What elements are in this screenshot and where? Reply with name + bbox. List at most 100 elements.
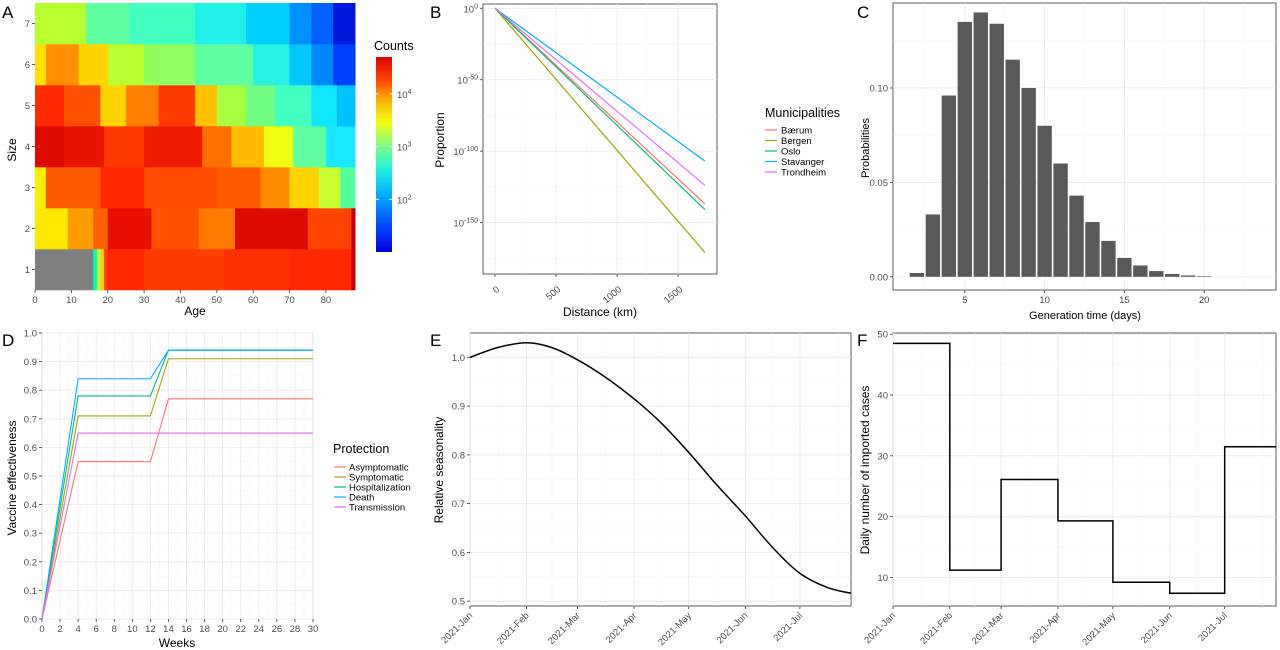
bar [1197, 276, 1212, 277]
panel-d-ylabel: Vaccine effectiveness [5, 421, 19, 536]
x-tick-label: 10 [66, 295, 77, 306]
heatmap-cell [311, 85, 338, 127]
bar [1005, 59, 1020, 277]
panel-e-line-chart: 2021-Jan 2021-Feb 2021-Mar 2021-Apr 2021-May… [432, 332, 852, 648]
series-line-trondheim [494, 7, 706, 186]
panel-a-xlabel: Age [184, 304, 206, 318]
heatmap-cell [100, 85, 127, 127]
heatmap-cell [93, 208, 109, 250]
y-tick-label: 3 [25, 183, 30, 194]
heatmap-cell [104, 249, 109, 291]
panel-a-legend-title: Counts [374, 39, 414, 53]
y-tick-label: 0.5 [452, 597, 465, 608]
heatmap-cell [198, 208, 236, 250]
bar [1101, 240, 1116, 277]
series-line-bergen [494, 7, 706, 253]
heatmap-cell [64, 126, 105, 168]
heatmap-cell [96, 249, 101, 291]
panel-e-plot-area [469, 332, 852, 607]
legend-label: Transmission [349, 503, 405, 514]
x-tick-label: 10 [127, 624, 138, 635]
x-tick-label: 5 [962, 295, 967, 306]
y-tick-label: 0.6 [24, 443, 37, 454]
y-tick-label: 6 [25, 60, 30, 71]
heatmap-cell [129, 3, 196, 45]
bar [1069, 195, 1084, 277]
heatmap-cell [45, 44, 80, 86]
y-tick-label: 0.2 [24, 557, 37, 568]
panel-letter-d: D [2, 331, 14, 350]
heatmap-cell [216, 85, 247, 127]
legend-label: Bergen [781, 136, 812, 147]
series-line-symptomatic [41, 358, 313, 620]
heatmap-cell [195, 3, 247, 45]
series-line-stavanger [494, 7, 706, 162]
panel-f-ylabel: Daily number of imported cases [858, 386, 872, 555]
x-tick-label: 12 [145, 624, 156, 635]
bar [1149, 271, 1164, 277]
legend-label: Hospitalization [349, 483, 411, 494]
y-tick-label: 50 [877, 330, 888, 341]
y-tick-label: 0.1 [24, 586, 37, 597]
heatmap-cell [195, 85, 218, 127]
x-tick-label: 20 [102, 295, 113, 306]
series-line-transmission [41, 432, 313, 620]
bar [973, 12, 988, 277]
bar [1021, 87, 1036, 277]
x-tick-label: 18 [199, 624, 210, 635]
panel-b-plot-area [482, 3, 718, 275]
bar [1165, 273, 1180, 277]
colorbar [376, 57, 392, 252]
heatmap-cell [351, 249, 356, 291]
panel-f-plot-area [892, 332, 1277, 607]
heatmap-cell [336, 85, 356, 127]
y-tick-label: 1.0 [452, 353, 465, 364]
y-tick-label: 2 [25, 224, 30, 235]
legend-label: Death [349, 493, 374, 504]
panel-d-line-chart: 0 2 4 6 8 10 12 14 16 18 20 22 24 26 28 300.00.10.20.30… [5, 329, 411, 650]
heatmap-cell [202, 126, 232, 168]
heatmap-cell [78, 44, 109, 86]
legend-label: Asymptomatic [349, 463, 409, 474]
y-tick-label: 0.6 [452, 548, 465, 559]
heatmap-cell [35, 249, 94, 291]
x-tick-label: 80 [321, 295, 332, 306]
y-tick-label: 4 [25, 142, 30, 153]
heatmap-cell [235, 208, 309, 250]
x-tick-label: 14 [163, 624, 174, 635]
bar [925, 214, 941, 277]
heatmap-cell [260, 167, 291, 209]
heatmap-cell [289, 249, 352, 291]
y-tick-label: 0.0 [24, 615, 37, 626]
x-tick-label: 8 [112, 624, 117, 635]
heatmap-cell [125, 85, 160, 127]
panel-letter-e: E [430, 331, 441, 350]
bar [989, 23, 1004, 277]
legend-label: Bærum [781, 126, 812, 137]
y-tick-label: 40 [877, 391, 888, 402]
panel-f-line-chart: 2021-Jan 2021-Feb 2021-Mar 2021-Apr 2021-May… [858, 330, 1277, 648]
heatmap-cell [35, 85, 65, 127]
x-tick-label: 22 [235, 624, 246, 635]
heatmap-cell [107, 208, 152, 250]
heatmap-cell [289, 44, 312, 86]
series-line-asymptomatic [41, 398, 313, 620]
heatmap-cell [231, 126, 265, 168]
series-line-oslo [494, 7, 706, 211]
panel-c-xlabel: Generation time (days) [1029, 310, 1141, 322]
bar [1133, 265, 1148, 277]
heatmap-cell [340, 167, 356, 209]
series-line-death [41, 349, 313, 620]
x-tick-label: 70 [284, 295, 295, 306]
heatmap-cell [100, 249, 105, 291]
legend-label: Oslo [781, 147, 801, 158]
heatmap-cell [293, 126, 327, 168]
bar [957, 21, 972, 277]
y-tick-label: 0.05 [870, 178, 889, 189]
panel-b-legend-title: Municipalities [765, 106, 840, 120]
y-tick-label: 10 [877, 573, 888, 584]
panel-a-heatmap: 0 10 20 30 40 50 60 70 80 1 2 3 4 5 6 7 Age Size Counts… [5, 3, 414, 318]
y-tick-label: 0.10 [870, 83, 889, 94]
heatmap-cell [107, 44, 145, 86]
